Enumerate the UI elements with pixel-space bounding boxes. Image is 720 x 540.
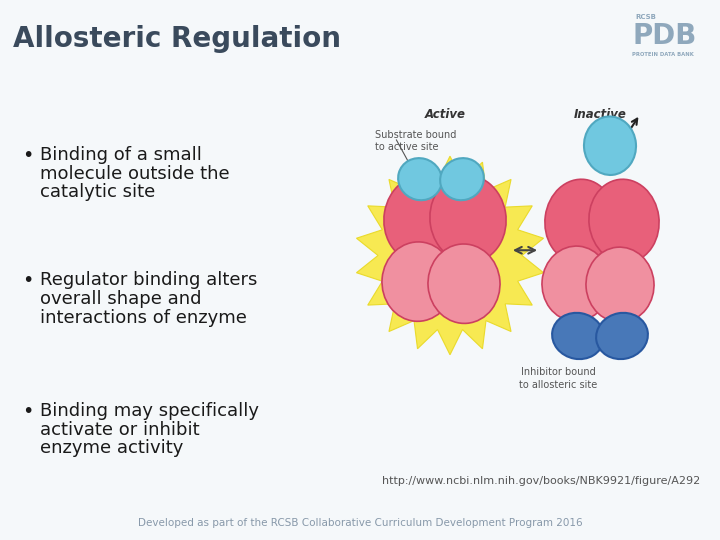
Ellipse shape: [596, 313, 648, 359]
Text: Binding may specifically: Binding may specifically: [40, 402, 259, 420]
Text: Inactive: Inactive: [574, 108, 626, 121]
Text: PROTEIN DATA BANK: PROTEIN DATA BANK: [632, 51, 694, 57]
Text: Active: Active: [425, 108, 466, 121]
Ellipse shape: [440, 158, 484, 200]
Text: activate or inhibit: activate or inhibit: [40, 421, 199, 438]
Text: Inhibitor bound
to allosteric site: Inhibitor bound to allosteric site: [519, 367, 597, 390]
Text: RCSB: RCSB: [635, 15, 656, 21]
Ellipse shape: [428, 244, 500, 323]
Text: •: •: [22, 402, 33, 421]
Text: molecule outside the: molecule outside the: [40, 165, 230, 183]
Polygon shape: [356, 156, 544, 355]
Ellipse shape: [545, 179, 615, 262]
Ellipse shape: [542, 246, 610, 321]
Text: http://www.ncbi.nlm.nih.gov/books/NBK9921/figure/A292: http://www.ncbi.nlm.nih.gov/books/NBK992…: [382, 476, 700, 487]
Ellipse shape: [586, 247, 654, 322]
Ellipse shape: [430, 175, 506, 262]
Text: Developed as part of the RCSB Collaborative Curriculum Development Program 2016: Developed as part of the RCSB Collaborat…: [138, 517, 582, 528]
Text: interactions of enzyme: interactions of enzyme: [40, 309, 247, 327]
Text: Regulator binding alters: Regulator binding alters: [40, 271, 257, 289]
Text: PDB: PDB: [632, 22, 696, 50]
Text: catalytic site: catalytic site: [40, 184, 156, 201]
Text: overall shape and: overall shape and: [40, 290, 202, 308]
Text: •: •: [22, 146, 33, 165]
Ellipse shape: [382, 242, 454, 321]
Ellipse shape: [398, 158, 442, 200]
Ellipse shape: [384, 175, 460, 262]
Text: •: •: [22, 271, 33, 290]
Text: Substrate bound
to active site: Substrate bound to active site: [375, 130, 456, 152]
Text: Binding of a small: Binding of a small: [40, 146, 202, 164]
Text: enzyme activity: enzyme activity: [40, 440, 184, 457]
Ellipse shape: [552, 313, 604, 359]
Text: Allosteric Regulation: Allosteric Regulation: [13, 24, 341, 52]
Ellipse shape: [589, 179, 659, 262]
Ellipse shape: [584, 117, 636, 175]
